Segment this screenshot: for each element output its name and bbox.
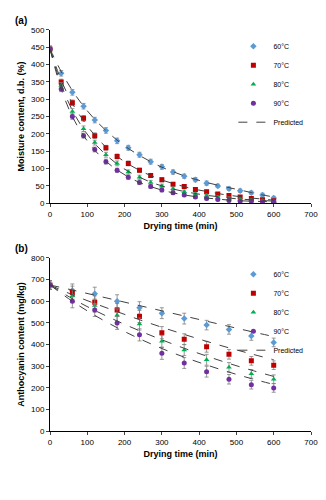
svg-text:100: 100 — [31, 164, 45, 173]
svg-text:(b): (b) — [15, 243, 28, 254]
svg-text:250: 250 — [31, 112, 45, 121]
svg-text:300: 300 — [31, 362, 45, 371]
svg-text:600: 600 — [267, 438, 281, 447]
svg-text:700: 700 — [304, 210, 318, 219]
svg-text:0: 0 — [40, 199, 45, 208]
svg-text:70°C: 70°C — [273, 290, 289, 297]
svg-text:300: 300 — [155, 210, 169, 219]
svg-text:800: 800 — [31, 254, 45, 263]
svg-text:400: 400 — [192, 210, 206, 219]
svg-text:80°C: 80°C — [273, 81, 289, 88]
svg-text:50: 50 — [35, 182, 44, 191]
svg-text:Moisture content, d.b. (%): Moisture content, d.b. (%) — [16, 62, 26, 172]
svg-text:500: 500 — [230, 210, 244, 219]
svg-text:Drying time (min): Drying time (min) — [143, 449, 217, 459]
svg-text:400: 400 — [31, 60, 45, 69]
svg-text:500: 500 — [230, 438, 244, 447]
svg-text:Predicted: Predicted — [273, 347, 303, 354]
svg-text:450: 450 — [31, 43, 45, 52]
svg-text:200: 200 — [118, 438, 132, 447]
svg-text:100: 100 — [81, 438, 95, 447]
svg-text:60°C: 60°C — [273, 271, 289, 278]
svg-text:90°C: 90°C — [273, 328, 289, 335]
svg-text:60°C: 60°C — [273, 43, 289, 50]
svg-text:100: 100 — [31, 405, 45, 414]
svg-text:600: 600 — [31, 297, 45, 306]
svg-text:500: 500 — [31, 319, 45, 328]
svg-text:400: 400 — [31, 340, 45, 349]
svg-text:0: 0 — [48, 210, 53, 219]
svg-text:700: 700 — [304, 438, 318, 447]
svg-text:350: 350 — [31, 78, 45, 87]
svg-text:200: 200 — [31, 384, 45, 393]
svg-text:0: 0 — [48, 438, 53, 447]
svg-text:600: 600 — [267, 210, 281, 219]
svg-text:Drying time (min): Drying time (min) — [143, 221, 217, 231]
svg-text:500: 500 — [31, 26, 45, 35]
svg-text:300: 300 — [155, 438, 169, 447]
svg-text:150: 150 — [31, 147, 45, 156]
svg-text:700: 700 — [31, 275, 45, 284]
svg-text:400: 400 — [192, 438, 206, 447]
svg-text:200: 200 — [118, 210, 132, 219]
svg-text:100: 100 — [81, 210, 95, 219]
svg-text:200: 200 — [31, 130, 45, 139]
svg-text:80°C: 80°C — [273, 309, 289, 316]
svg-text:(a): (a) — [15, 15, 27, 26]
svg-text:Predicted: Predicted — [273, 119, 303, 126]
svg-text:90°C: 90°C — [273, 100, 289, 107]
svg-text:70°C: 70°C — [273, 62, 289, 69]
svg-text:300: 300 — [31, 95, 45, 104]
svg-text:Anthocyanin content (mg/kg): Anthocyanin content (mg/kg) — [16, 282, 26, 407]
svg-text:0: 0 — [40, 427, 45, 436]
